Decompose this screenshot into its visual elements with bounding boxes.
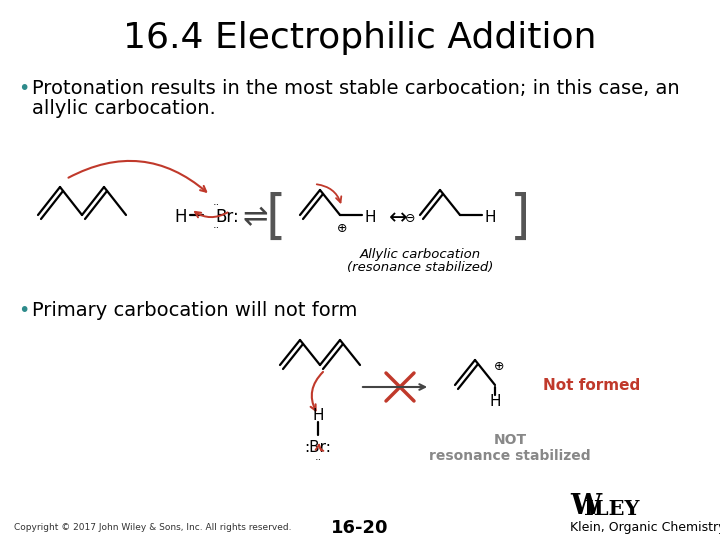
Text: Not formed: Not formed	[543, 377, 640, 393]
Text: •: •	[18, 78, 30, 98]
Text: H: H	[364, 210, 376, 225]
Text: [: [	[266, 192, 287, 244]
Text: Br: Br	[215, 208, 233, 226]
Text: ··: ··	[315, 455, 322, 465]
Text: ⊕: ⊕	[494, 361, 504, 374]
Text: ⊖: ⊖	[405, 212, 415, 225]
Text: ILEY: ILEY	[584, 499, 639, 519]
Text: :: :	[233, 208, 239, 226]
Text: H: H	[490, 394, 500, 408]
Text: Klein, Organic Chemistry 3e: Klein, Organic Chemistry 3e	[570, 521, 720, 534]
Text: H: H	[175, 208, 187, 226]
Text: resonance stabilized: resonance stabilized	[429, 449, 591, 463]
Text: :Br:: :Br:	[305, 441, 331, 456]
Text: •: •	[18, 300, 30, 320]
Text: W: W	[570, 494, 601, 521]
Text: ⊕: ⊕	[337, 222, 347, 235]
Text: Primary carbocation will not form: Primary carbocation will not form	[32, 300, 357, 320]
Text: ]: ]	[510, 192, 530, 244]
Text: ··: ··	[212, 200, 220, 210]
Text: NOT: NOT	[493, 433, 526, 447]
Text: (resonance stabilized): (resonance stabilized)	[347, 261, 493, 274]
Text: ⇌: ⇌	[242, 204, 268, 233]
Text: 16.4 Electrophilic Addition: 16.4 Electrophilic Addition	[123, 21, 597, 55]
Text: Allylic carbocation: Allylic carbocation	[359, 248, 480, 261]
Text: Copyright © 2017 John Wiley & Sons, Inc. All rights reserved.: Copyright © 2017 John Wiley & Sons, Inc.…	[14, 523, 292, 532]
Text: ··: ··	[212, 223, 220, 233]
Text: H: H	[312, 408, 324, 422]
Text: ↔: ↔	[389, 208, 408, 228]
Text: 16-20: 16-20	[331, 519, 389, 537]
Text: Protonation results in the most stable carbocation; in this case, an: Protonation results in the most stable c…	[32, 78, 680, 98]
Text: H: H	[485, 210, 496, 225]
Text: allylic carbocation.: allylic carbocation.	[32, 98, 216, 118]
